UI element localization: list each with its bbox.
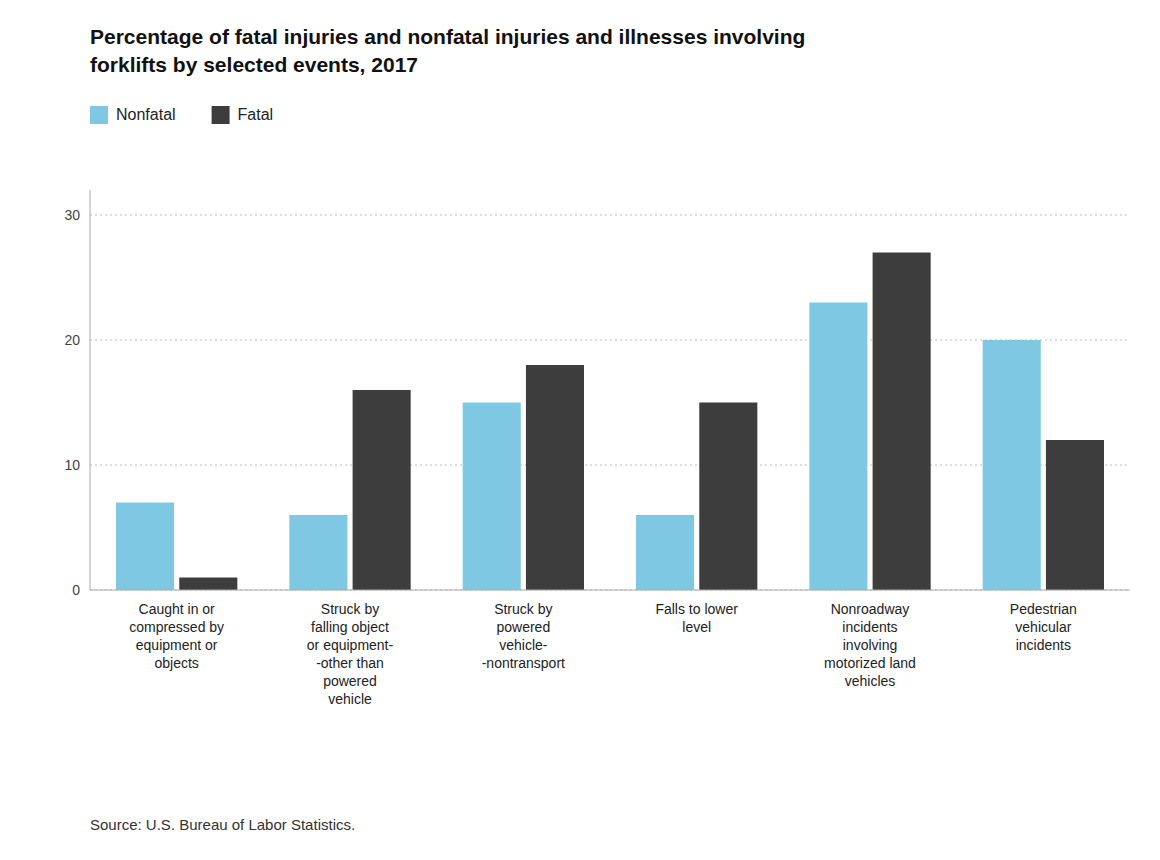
x-tick-label: Struck by falling object or equipment- -oth… bbox=[307, 601, 394, 707]
x-tick-label: Caught in or compressed by equipment or obj… bbox=[129, 601, 224, 671]
grid-line bbox=[90, 590, 1130, 591]
x-tick-label-line: falling object bbox=[311, 619, 389, 635]
legend-entry: Nonfatal bbox=[116, 106, 176, 123]
title-line: forklifts by selected events, 2017 bbox=[90, 53, 418, 76]
x-tick-label-line: Nonroadway bbox=[831, 601, 910, 617]
y-tick-label: 20 bbox=[64, 332, 80, 348]
x-tick-label-line: Struck by bbox=[321, 601, 379, 617]
x-axis-line bbox=[90, 590, 1130, 591]
bar bbox=[983, 340, 1041, 590]
chart: Percentage of fatal injuries and nonfata… bbox=[0, 0, 1160, 860]
grid-line bbox=[90, 215, 1130, 216]
x-tick-label-line: involving bbox=[843, 637, 897, 653]
x-tick-label-line: -nontransport bbox=[482, 655, 565, 671]
x-tick-label-line: -other than bbox=[316, 655, 384, 671]
x-tick-label: Falls to lower level bbox=[655, 601, 738, 635]
bar bbox=[463, 403, 521, 591]
bar bbox=[353, 390, 411, 590]
bar bbox=[873, 253, 931, 591]
x-tick-label-line: incidents bbox=[1016, 637, 1071, 653]
grid-line bbox=[90, 465, 1130, 466]
bar bbox=[289, 515, 347, 590]
title: Percentage of fatal injuries and nonfata… bbox=[90, 25, 805, 76]
x-tick-label-line: Struck by bbox=[494, 601, 552, 617]
x-tick-label-line: objects bbox=[154, 655, 198, 671]
x-tick-label-line: equipment or bbox=[136, 637, 218, 653]
bar bbox=[636, 515, 694, 590]
x-tick-label-line: powered bbox=[323, 673, 377, 689]
bar bbox=[179, 578, 237, 591]
x-tick-label-line: vehicular bbox=[1015, 619, 1071, 635]
y-tick-label: 10 bbox=[64, 457, 80, 473]
source: Source: U.S. Bureau of Labor Statistics. bbox=[90, 816, 355, 833]
x-tick-label-line: incidents bbox=[842, 619, 897, 635]
y-tick-label: 30 bbox=[64, 207, 80, 223]
x-tick-label-line: level bbox=[682, 619, 711, 635]
x-tick-label-line: vehicle bbox=[328, 691, 372, 707]
bar bbox=[526, 365, 584, 590]
x-tick-label-line: vehicle- bbox=[499, 637, 548, 653]
legend-swatch bbox=[212, 106, 230, 124]
bars bbox=[116, 253, 1104, 591]
x-tick-label-line: Falls to lower bbox=[655, 601, 738, 617]
x-tick-label-line: vehicles bbox=[845, 673, 896, 689]
x-tick-label-line: or equipment- bbox=[307, 637, 394, 653]
x-tick-label-line: compressed by bbox=[129, 619, 224, 635]
grid-line bbox=[90, 340, 1130, 341]
x-tick-label: Pedestrian vehicular incidents bbox=[1010, 601, 1077, 653]
x-tick-label-line: motorized land bbox=[824, 655, 916, 671]
x-tick-label-line: Caught in or bbox=[139, 601, 216, 617]
bar bbox=[809, 303, 867, 591]
x-tick-label-line: powered bbox=[496, 619, 550, 635]
bar bbox=[699, 403, 757, 591]
legend-swatch bbox=[90, 106, 108, 124]
y-tick-label: 0 bbox=[72, 582, 80, 598]
bar bbox=[1046, 440, 1104, 590]
grid bbox=[90, 215, 1130, 590]
legend-entry: Fatal bbox=[238, 106, 274, 123]
y-axis-line bbox=[90, 190, 91, 590]
x-tick-label: Nonroadway incidents involving motorized la… bbox=[824, 601, 916, 689]
x-tick-label: Struck by powered vehicle- -nontransport bbox=[482, 601, 565, 671]
title-line: Percentage of fatal injuries and nonfata… bbox=[90, 25, 805, 48]
x-tick-label-line: Pedestrian bbox=[1010, 601, 1077, 617]
bar bbox=[116, 503, 174, 591]
